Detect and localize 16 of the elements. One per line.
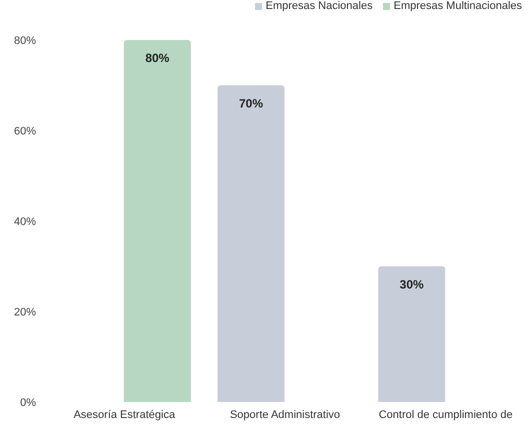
bar — [378, 266, 446, 402]
x-tick-label: Asesoría Estratégica — [74, 408, 176, 421]
y-tick-label: 80% — [14, 34, 36, 47]
legend-label: Empresas Nacionales — [264, 0, 373, 12]
y-tick-label: 20% — [14, 306, 36, 318]
y-tick-label: 60% — [14, 125, 36, 138]
bar — [124, 40, 191, 402]
x-tick-label: Control de cumplimiento de — [378, 408, 513, 421]
data-label: 80% — [145, 51, 170, 65]
y-tick-label: 0% — [20, 396, 36, 409]
data-label: 70% — [239, 96, 264, 110]
data-label: 30% — [400, 277, 424, 292]
y-tick-label: 40% — [14, 216, 36, 228]
bar — [218, 85, 285, 402]
legend-label: Empresas Multinacionales — [392, 0, 522, 12]
x-tick-label: Soporte Administrativo — [230, 408, 340, 421]
